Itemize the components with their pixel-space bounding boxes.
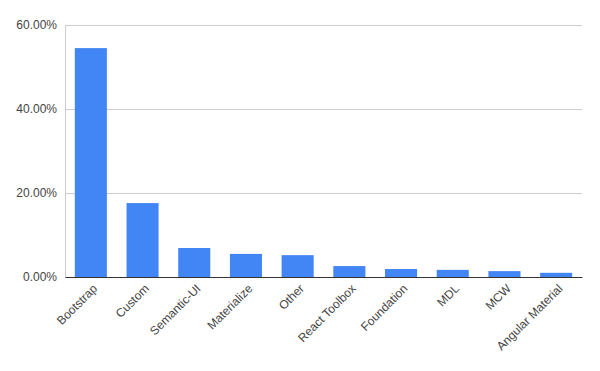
bar	[385, 269, 417, 277]
x-axis-line	[66, 277, 583, 278]
bars	[75, 48, 572, 277]
bar	[437, 270, 469, 277]
x-tick: React Toolbox	[295, 277, 359, 345]
bar	[333, 266, 365, 277]
x-tick: Materialize	[204, 277, 255, 332]
bar	[230, 254, 262, 277]
x-axis: Bootstrap CustomSemantic-UIMaterialize Oth…	[54, 277, 583, 353]
y-tick-label: 40.00%	[16, 102, 57, 116]
x-tick: Foundation	[358, 277, 410, 334]
x-tick-label: Angular Material	[494, 282, 566, 354]
bar	[488, 271, 520, 277]
grid-line	[65, 109, 582, 110]
y-tick-label: 20.00%	[16, 186, 57, 200]
y-tick: 60.00%	[16, 18, 582, 32]
chart-svg: 0.00% 20.00% 40.00% 60.00% Bootstrap CustomSe…	[0, 0, 600, 371]
y-axis-line	[65, 26, 66, 278]
x-tick: Bootstrap	[54, 277, 100, 328]
plot: 0.00% 20.00% 40.00% 60.00% Bootstrap CustomSe…	[16, 18, 582, 353]
x-tick: Other	[276, 277, 307, 313]
x-tick-label: MDL	[434, 281, 462, 309]
x-tick: Angular Material	[494, 277, 566, 353]
chart-container: 0.00% 20.00% 40.00% 60.00% Bootstrap CustomSe…	[0, 0, 600, 371]
x-tick-label: React Toolbox	[295, 282, 359, 346]
y-axis: 0.00% 20.00% 40.00% 60.00%	[16, 18, 582, 284]
x-tick-label: Materialize	[204, 281, 255, 332]
x-tick: MDL	[434, 277, 462, 309]
bar	[540, 273, 572, 277]
x-tick-label: Other	[276, 282, 307, 313]
x-tick: Custom	[113, 277, 152, 321]
bar	[178, 248, 210, 277]
x-tick: MCW	[483, 277, 515, 313]
y-tick-label: 60.00%	[16, 18, 57, 32]
x-tick: Semantic-UI	[147, 277, 204, 338]
bar	[282, 255, 314, 277]
grid-line	[65, 277, 582, 278]
x-tick-label: Semantic-UI	[147, 282, 204, 339]
grid-line	[65, 25, 582, 26]
bar	[127, 203, 159, 277]
x-tick-label: Custom	[113, 282, 152, 321]
bar	[75, 48, 107, 277]
grid-line	[65, 193, 582, 194]
y-tick-label: 0.00%	[23, 270, 57, 284]
x-tick-label: Bootstrap	[54, 281, 100, 327]
x-tick-label: Foundation	[358, 282, 410, 334]
x-tick-label: MCW	[483, 281, 515, 313]
